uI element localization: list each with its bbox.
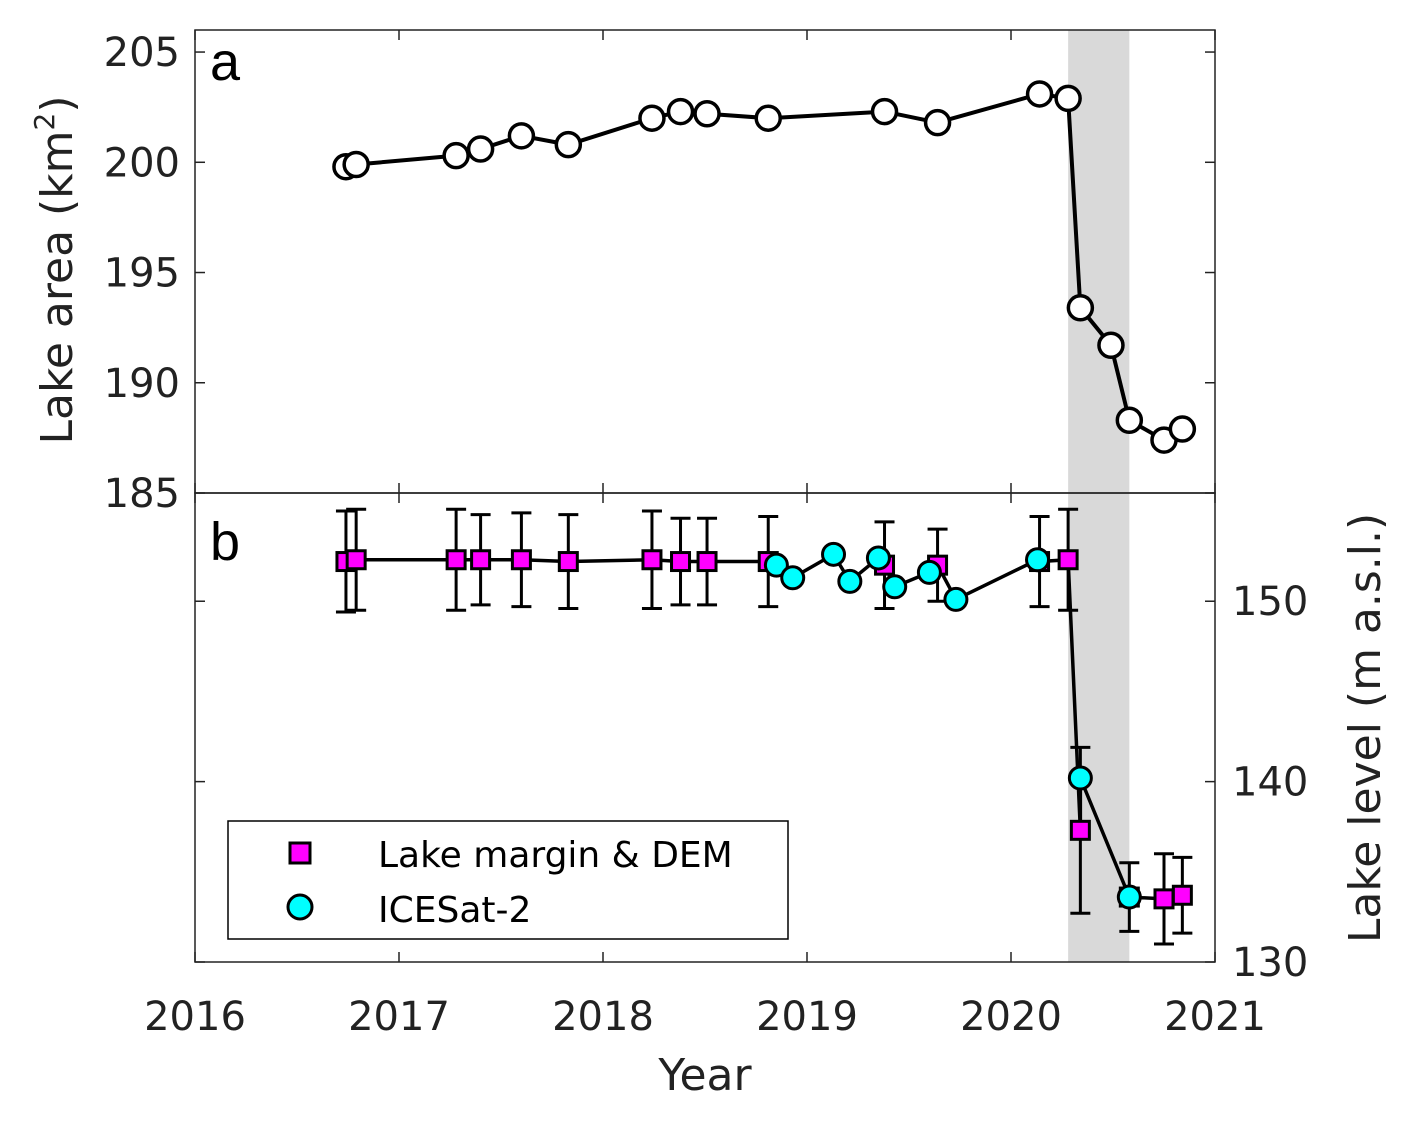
y-tick-label-b: 140 [1232, 760, 1308, 806]
y-tick-label-a: 190 [104, 361, 180, 407]
area-point [754, 104, 782, 132]
x-tick-label: 2019 [756, 994, 858, 1040]
dem-point [670, 551, 692, 573]
series-layer [332, 80, 1197, 946]
y-axis-title-area-superscript: 2 [28, 113, 61, 131]
y-tick-label-b: 150 [1232, 579, 1308, 625]
icesat-point [882, 574, 908, 600]
icesat-point [1067, 765, 1093, 791]
area-point [870, 97, 899, 126]
legend-label-dem: Lake margin & DEM [378, 835, 733, 876]
area-point [554, 130, 583, 159]
x-tick-label: 2016 [144, 994, 246, 1040]
icesat-point [837, 568, 863, 594]
dem-point [557, 551, 579, 573]
y-tick-label-a: 200 [104, 140, 180, 186]
dem-point [641, 549, 663, 571]
area-point [1025, 80, 1054, 108]
labels-layer: a b Lake area (km2) Lake level (m a.s.l.… [28, 32, 1391, 1101]
y-tick-label-b: 130 [1232, 940, 1308, 986]
y-axis-title-area-close: ) [32, 95, 83, 112]
dem-point [1153, 888, 1175, 910]
area-point [693, 100, 721, 128]
icesat-point [763, 552, 789, 578]
dem-point [345, 549, 367, 571]
legend-marker-square [288, 841, 312, 865]
dem-point [1069, 819, 1091, 841]
y-tick-label-a: 185 [104, 471, 180, 517]
panel-b-frame [194, 492, 1216, 963]
area-point [666, 97, 695, 126]
dem-point [445, 549, 467, 571]
dem-point [1057, 549, 1079, 571]
y-axis-title-area: Lake area (km2) [28, 95, 83, 444]
icesat-point [916, 559, 942, 585]
legend-box [227, 820, 789, 940]
icesat-point [1025, 547, 1051, 573]
icesat-point [821, 541, 847, 567]
y-axis-title-area-main: Lake area (km [32, 130, 83, 444]
x-tick-label: 2021 [1164, 994, 1266, 1040]
icesat-point [943, 586, 969, 612]
y-tick-label-a: 205 [104, 30, 180, 76]
area-point [923, 108, 952, 137]
icesat-point [780, 565, 806, 591]
panel-label-b: b [210, 512, 240, 572]
icesat-point [865, 545, 891, 571]
x-axis-title: Year [657, 1050, 752, 1101]
level-series-line [345, 551, 1183, 901]
area-point [1054, 84, 1082, 113]
area-point [1066, 294, 1095, 322]
area-point [1097, 331, 1125, 360]
axes-layer: 2016 2017 2018 2019 2020 2021 185 190 195 200 205 1… [104, 29, 1308, 1040]
y-axis-title-level: Lake level (m a.s.l.) [1340, 513, 1391, 943]
legend-label-icesat: ICESat-2 [378, 890, 531, 931]
dem-point [696, 551, 718, 573]
panel-label-a: a [210, 32, 241, 92]
legend-marker-circle [286, 893, 314, 921]
dem-point [470, 549, 492, 571]
icesat-point [1116, 884, 1142, 910]
dem-point [1171, 884, 1193, 906]
y-tick-label-a: 195 [104, 251, 180, 297]
area-point [638, 104, 666, 132]
area-point [342, 150, 370, 179]
area-point [1115, 406, 1144, 434]
area-point [466, 135, 495, 163]
area-point [442, 141, 470, 170]
area-point [1168, 415, 1197, 443]
x-tick-label: 2018 [552, 994, 654, 1040]
dem-point [510, 549, 532, 571]
x-tick-label: 2020 [960, 994, 1062, 1040]
area-point [507, 122, 536, 150]
legend: Lake margin & DEM ICESat-2 [227, 820, 789, 940]
x-tick-label: 2017 [348, 994, 450, 1040]
